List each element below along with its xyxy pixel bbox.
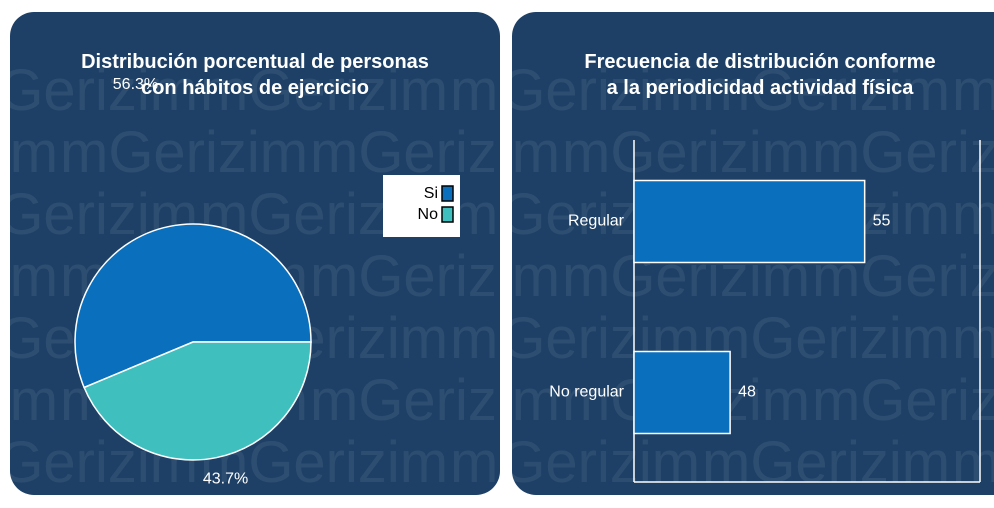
legend-swatch (441, 185, 454, 202)
data-label: 56.3% (113, 76, 158, 93)
data-label: 55 (873, 213, 891, 230)
watermark: mGerizim (702, 430, 950, 495)
watermark: mGerizim (0, 244, 58, 309)
watermark: mGerizim (310, 120, 558, 185)
pie-slice (74, 223, 312, 389)
legend-swatch (441, 206, 454, 223)
watermark: mGerizim (200, 58, 448, 123)
watermark: mGerizim (812, 120, 994, 185)
legend-label: No (418, 206, 439, 223)
watermark: mGerizim (952, 182, 994, 247)
watermark: mGerizim (952, 58, 994, 123)
watermark: mGerizim (60, 120, 308, 185)
watermark: mGerizim (952, 430, 994, 495)
data-label: 48 (738, 384, 756, 401)
watermark: mGerizim (702, 306, 950, 371)
watermark: mGerizim (562, 120, 810, 185)
watermark: mGerizim (0, 58, 198, 123)
watermark: mGerizim (310, 244, 558, 309)
watermark: mGerizim (450, 306, 698, 371)
watermark: mGerizim (450, 58, 698, 123)
bar (633, 350, 731, 435)
watermark: mGerizim (310, 368, 558, 433)
watermark: mGerizim (0, 368, 58, 433)
chart-title: Frecuencia de distribución conforme a la … (584, 51, 935, 99)
watermark: mGerizim (0, 120, 58, 185)
pie-slice (83, 341, 312, 461)
watermark: mGerizim (812, 368, 994, 433)
watermark: mGerizim (702, 58, 950, 123)
watermark: mGerizim (952, 306, 994, 371)
watermark: mGerizim (450, 430, 698, 495)
legend-label: Si (424, 185, 438, 202)
y-tick-label: Regular (568, 213, 625, 230)
watermark: mGerizim (312, 368, 560, 433)
watermark: mGerizim (452, 58, 700, 123)
y-tick-label: No regular (549, 384, 624, 401)
watermark: mGerizim (312, 244, 560, 309)
chart-title: Distribución porcentual de personas con h… (81, 51, 429, 99)
data-label: 43.7% (203, 470, 248, 487)
watermark: mGerizim (312, 120, 560, 185)
bar (633, 179, 866, 264)
watermark: mGerizim (452, 430, 700, 495)
